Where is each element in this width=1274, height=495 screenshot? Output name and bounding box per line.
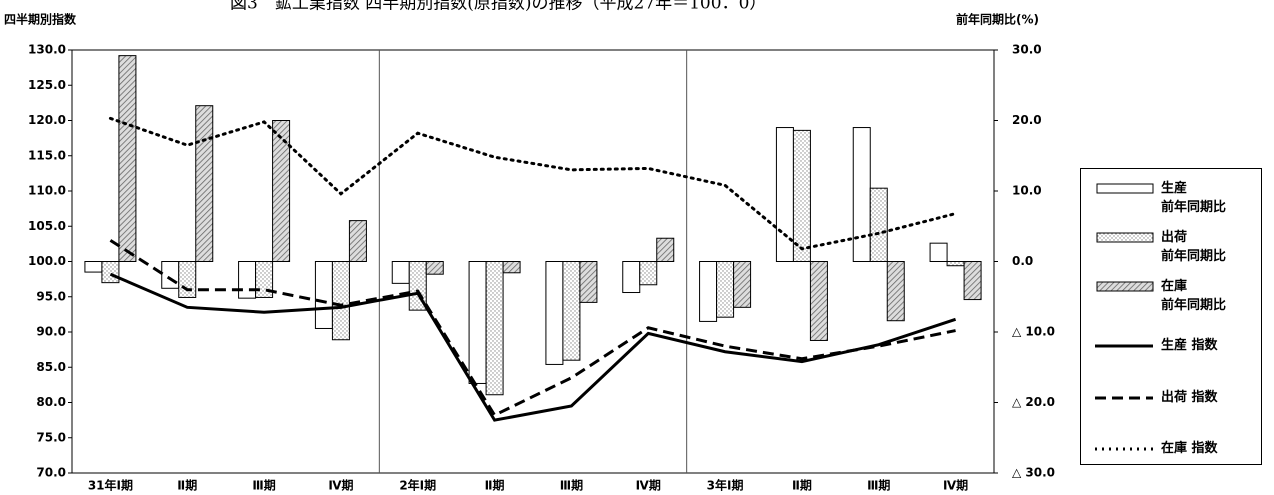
x-tick-label: Ⅱ期 (177, 478, 197, 493)
legend-swatch (1096, 281, 1154, 292)
legend-swatch-box (1096, 232, 1154, 243)
x-tick-label: 2年Ⅰ期 (399, 478, 436, 493)
bar (178, 261, 197, 298)
legend-label: 出荷 前年同期比 (1161, 230, 1227, 264)
y-tick-label: 95.0 (36, 289, 66, 303)
x-tick-label: 3年Ⅰ期 (707, 478, 744, 493)
y-tick-label: 120.0 (28, 113, 66, 127)
bar (809, 261, 828, 341)
line (108, 116, 958, 251)
bar (733, 261, 752, 308)
bar (929, 242, 948, 262)
legend-label: 在庫 前年同期比 (1161, 279, 1227, 313)
legend-label: 生産 指数 (1161, 338, 1218, 353)
bar (639, 261, 658, 286)
legend-label: 生産 前年同期比 (1161, 181, 1227, 215)
y2-tick-label: 0.0 (1012, 254, 1033, 268)
line (109, 239, 956, 418)
line (109, 272, 957, 422)
y-tick-label: 115.0 (28, 148, 66, 162)
bar (716, 261, 735, 318)
legend-swatch-box (1096, 183, 1154, 194)
y-tick-label: 70.0 (36, 466, 66, 480)
y2-tick-label: 10.0 (1012, 184, 1042, 198)
chart-title: 図3 鉱工業指数 四半期別指数(原指数)の推移（平成27年＝100．0） (230, 0, 766, 14)
legend-swatch (1095, 447, 1153, 451)
bar (792, 129, 811, 262)
legend-label: 出荷 指数 (1161, 390, 1218, 405)
y-tick-label: 110.0 (28, 184, 66, 198)
y2-tick-label: △ 30.0 (1012, 466, 1055, 480)
bar (579, 261, 598, 303)
y2-tick-label: △ 10.0 (1012, 325, 1055, 339)
bar (545, 261, 564, 365)
bar (622, 261, 641, 294)
y2-tick-label: 30.0 (1012, 43, 1042, 57)
y-tick-label: 130.0 (28, 43, 66, 57)
y-tick-label: 90.0 (36, 325, 66, 339)
bar (869, 187, 888, 262)
y-tick-label: 80.0 (36, 395, 66, 409)
bar (963, 261, 982, 301)
bar (101, 261, 120, 284)
bar (946, 261, 965, 267)
bar (485, 261, 504, 396)
legend-label: 在庫 指数 (1161, 441, 1218, 456)
bar (195, 105, 214, 262)
y2-tick-label: △ 20.0 (1012, 395, 1055, 409)
bar (656, 237, 675, 262)
x-tick-label: 31年Ⅰ期 (88, 478, 133, 493)
legend-swatch (1095, 396, 1153, 400)
y2-axis-label: 前年同期比(%) (956, 12, 1039, 27)
y-tick-label: 85.0 (36, 360, 66, 374)
y-tick-label: 105.0 (28, 219, 66, 233)
bar (348, 220, 367, 262)
x-tick-label: Ⅲ期 (252, 478, 275, 493)
bar (852, 127, 871, 262)
bar (161, 261, 180, 289)
legend-swatch (1096, 183, 1154, 194)
bar (562, 261, 581, 361)
bar (272, 120, 291, 262)
x-tick-label: Ⅱ期 (792, 478, 812, 493)
x-tick-label: Ⅲ期 (867, 478, 890, 493)
x-tick-label: Ⅳ期 (328, 478, 353, 493)
legend-swatch (1096, 232, 1154, 243)
legend: 生産 前年同期比 出荷 前年同期比 在庫 前年同期比生産 指数出荷 指数在庫 指数 (1080, 168, 1262, 465)
bar (238, 261, 257, 299)
bar (84, 261, 103, 273)
bar (118, 55, 137, 262)
y-tick-label: 100.0 (28, 254, 66, 268)
legend-swatch-box (1096, 281, 1154, 292)
bar (425, 261, 444, 275)
x-tick-label: Ⅳ期 (636, 478, 661, 493)
y2-tick-label: 20.0 (1012, 113, 1042, 127)
x-tick-label: Ⅱ期 (485, 478, 505, 493)
bar (391, 261, 410, 284)
y-axis-label: 四半期別指数 (4, 12, 77, 27)
bar (331, 261, 350, 341)
y-tick-label: 75.0 (36, 430, 66, 444)
bar (886, 261, 905, 322)
x-tick-label: Ⅳ期 (943, 478, 968, 493)
y-tick-label: 125.0 (28, 78, 66, 92)
legend-swatch (1095, 344, 1153, 348)
x-tick-label: Ⅲ期 (560, 478, 583, 493)
bar (314, 261, 333, 329)
bar (502, 261, 521, 274)
bar (468, 261, 487, 384)
bar (699, 261, 718, 322)
